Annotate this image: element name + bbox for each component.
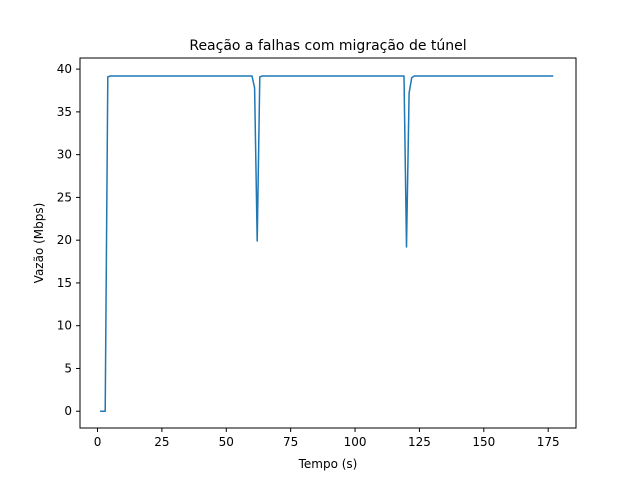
y-tick-label: 30 bbox=[57, 148, 72, 162]
plot-frame bbox=[79, 57, 577, 429]
y-tick-label: 5 bbox=[64, 361, 72, 375]
x-axis-label: Tempo (s) bbox=[298, 457, 358, 471]
y-tick-label: 35 bbox=[57, 105, 72, 119]
x-tick-label: 75 bbox=[283, 435, 298, 449]
y-tick-label: 40 bbox=[57, 62, 72, 76]
plot-area bbox=[100, 75, 554, 412]
y-tick-label: 20 bbox=[57, 233, 72, 247]
y-tick-label: 15 bbox=[57, 276, 72, 290]
x-tick-label: 125 bbox=[408, 435, 431, 449]
y-axis-label: Vazão (Mbps) bbox=[32, 203, 46, 284]
x-tick-label: 0 bbox=[94, 435, 102, 449]
x-tick-label: 50 bbox=[219, 435, 234, 449]
chart-title: Reação a falhas com migração de túnel bbox=[189, 38, 466, 54]
y-tick-label: 10 bbox=[57, 319, 72, 333]
x-tick-label: 25 bbox=[154, 435, 169, 449]
y-tick-label: 0 bbox=[64, 404, 72, 418]
x-tick-label: 150 bbox=[472, 435, 495, 449]
y-tick-label: 25 bbox=[57, 190, 72, 204]
throughput-line bbox=[100, 75, 554, 412]
y-axis-ticks: 0 5 10 15 20 25 30 35 40 bbox=[57, 62, 80, 418]
x-tick-label: 100 bbox=[344, 435, 367, 449]
x-axis-ticks: 0 25 50 75 100 125 150 175 bbox=[94, 428, 560, 449]
x-tick-label: 175 bbox=[537, 435, 560, 449]
